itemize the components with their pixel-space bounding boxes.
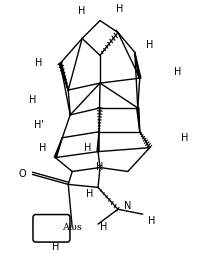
Text: H: H <box>174 67 181 77</box>
Text: H: H <box>146 40 153 50</box>
Text: O: O <box>19 169 26 180</box>
Text: H: H <box>96 162 104 171</box>
Polygon shape <box>135 52 141 78</box>
Text: H: H <box>116 4 124 14</box>
Text: H': H' <box>33 120 43 130</box>
Text: H: H <box>84 143 92 153</box>
Text: Aωs: Aωs <box>62 223 82 232</box>
Text: H: H <box>181 133 188 143</box>
Polygon shape <box>97 132 99 152</box>
Text: H: H <box>39 143 46 153</box>
Polygon shape <box>54 138 62 158</box>
FancyBboxPatch shape <box>33 215 70 242</box>
Text: N: N <box>124 201 131 211</box>
Polygon shape <box>59 63 68 90</box>
Polygon shape <box>137 108 140 132</box>
Text: H: H <box>35 58 42 68</box>
Text: H: H <box>78 6 86 16</box>
Text: H: H <box>86 189 94 199</box>
Text: H: H <box>100 222 108 232</box>
Text: H: H <box>148 216 155 226</box>
Text: H: H <box>52 242 59 252</box>
Text: H: H <box>29 95 36 105</box>
